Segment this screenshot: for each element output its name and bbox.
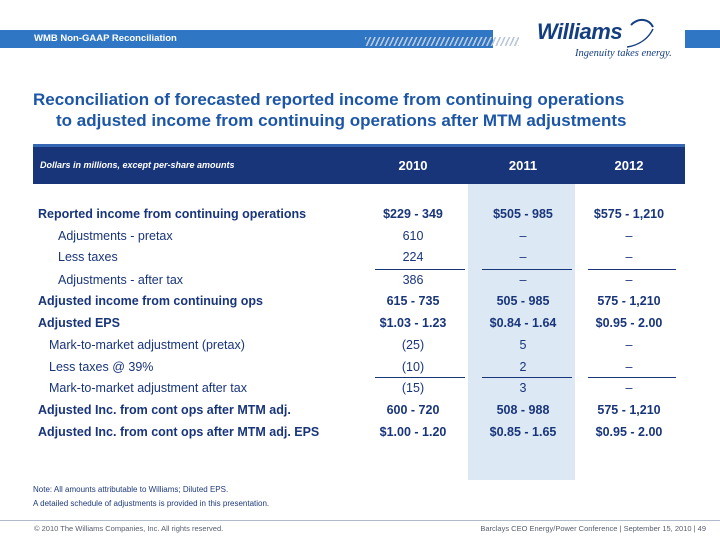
row-label: Less taxes <box>58 250 118 264</box>
cell-2010: 610 <box>402 229 424 243</box>
row-label: Adjusted EPS <box>38 316 120 330</box>
cell-2010: 615 - 735 <box>386 294 440 308</box>
footer-event: Barclays CEO Energy/Power Conference | S… <box>480 524 706 533</box>
cell-2012: – <box>625 273 633 287</box>
table-row: Adjusted Inc. from cont ops after MTM ad… <box>33 400 685 421</box>
table-row: Reported income from continuing operatio… <box>33 204 685 225</box>
cell-2011: – <box>519 250 527 264</box>
subtotal-rule <box>375 269 465 270</box>
cell-2012: $0.95 - 2.00 <box>595 316 663 330</box>
cell-2011: 3 <box>519 381 527 395</box>
cell-2011: 5 <box>519 338 527 352</box>
cell-2012: 575 - 1,210 <box>597 403 661 417</box>
cell-2011: $0.84 - 1.64 <box>489 316 557 330</box>
subtotal-rule <box>375 377 465 378</box>
logo-swoosh-icon <box>626 19 654 48</box>
table-row: Adjusted Inc. from cont ops after MTM ad… <box>33 422 685 443</box>
banner-hatch <box>365 37 519 46</box>
cell-2012: – <box>625 381 633 395</box>
cell-2012: – <box>625 338 633 352</box>
cell-2012: – <box>625 250 633 264</box>
row-label: Adjusted Inc. from cont ops after MTM ad… <box>38 403 291 417</box>
table-row: Mark-to-market adjustment after tax (15)… <box>33 378 685 399</box>
subtotal-rule <box>588 377 676 378</box>
cell-2010: (10) <box>401 360 425 374</box>
cell-2011: – <box>519 229 527 243</box>
subtotal-rule <box>588 269 676 270</box>
footnotes: Note: All amounts attributable to Willia… <box>33 483 269 511</box>
table-row: Less taxes 224 – – <box>33 247 685 268</box>
cell-2011: 508 - 988 <box>496 403 550 417</box>
table-row: Adjusted EPS $1.03 - 1.23 $0.84 - 1.64 $… <box>33 313 685 334</box>
cell-2011: 2 <box>519 360 527 374</box>
row-label: Adjustments - pretax <box>58 229 173 243</box>
row-label: Less taxes @ 39% <box>49 360 154 374</box>
cell-2010: $1.00 - 1.20 <box>379 425 447 439</box>
cell-2011: – <box>519 273 527 287</box>
column-header-2010: 2010 <box>398 158 428 173</box>
cell-2012: 575 - 1,210 <box>597 294 661 308</box>
cell-2010: $229 - 349 <box>383 207 443 221</box>
highlighted-column-2011 <box>468 184 575 480</box>
page-title-line-1: Reconciliation of forecasted reported in… <box>33 90 625 109</box>
cell-2010: 600 - 720 <box>386 403 440 417</box>
table-row: Less taxes @ 39% (10) 2 – <box>33 357 685 378</box>
row-label: Adjustments - after tax <box>58 273 184 287</box>
banner-title: WMB Non-GAAP Reconciliation <box>34 33 177 44</box>
table-row: Adjusted income from continuing ops 615 … <box>33 291 685 312</box>
cell-2011: 505 - 985 <box>496 294 550 308</box>
table-header: Dollars in millions, except per-share am… <box>33 144 685 184</box>
column-header-2011: 2011 <box>508 158 538 173</box>
cell-2012: – <box>625 229 633 243</box>
row-label: Mark-to-market adjustment after tax <box>49 381 247 395</box>
page-title-line-2: to adjusted income from continuing opera… <box>56 111 627 130</box>
table-row: Adjustments - after tax 386 – – <box>33 270 685 291</box>
row-label: Mark-to-market adjustment (pretax) <box>49 338 245 352</box>
banner-right-tab <box>685 30 720 48</box>
cell-2010: (15) <box>401 381 425 395</box>
cell-2011: $505 - 985 <box>493 207 553 221</box>
cell-2011: $0.85 - 1.65 <box>489 425 557 439</box>
footnote: A detailed schedule of adjustments is pr… <box>33 499 270 508</box>
williams-logo: Williams Ingenuity takes energy. <box>531 15 681 63</box>
column-header-2012: 2012 <box>614 158 644 173</box>
row-label: Adjusted Inc. from cont ops after MTM ad… <box>38 425 320 439</box>
page-title: Reconciliation of forecasted reported in… <box>33 89 626 131</box>
subtotal-rule <box>482 269 572 270</box>
footnote: Note: All amounts attributable to Willia… <box>33 485 229 494</box>
table-header-note: Dollars in millions, except per-share am… <box>40 160 235 170</box>
footer-divider <box>0 520 720 521</box>
cell-2012: $575 - 1,210 <box>593 207 665 221</box>
table-row: Adjustments - pretax 610 – – <box>33 226 685 247</box>
cell-2010: (25) <box>401 338 425 352</box>
cell-2010: 386 <box>402 273 424 287</box>
cell-2010: 224 <box>402 250 424 264</box>
row-label: Reported income from continuing operatio… <box>38 207 307 221</box>
subtotal-rule <box>482 377 572 378</box>
row-label: Adjusted income from continuing ops <box>38 294 263 308</box>
cell-2010: $1.03 - 1.23 <box>379 316 447 330</box>
table-row: Mark-to-market adjustment (pretax) (25) … <box>33 335 685 356</box>
cell-2012: $0.95 - 2.00 <box>595 425 663 439</box>
cell-2012: – <box>625 360 633 374</box>
footer-copyright: © 2010 The Williams Companies, Inc. All … <box>34 524 224 533</box>
logo-wordmark: Williams <box>537 19 623 44</box>
logo-tagline: Ingenuity takes energy. <box>575 48 672 59</box>
